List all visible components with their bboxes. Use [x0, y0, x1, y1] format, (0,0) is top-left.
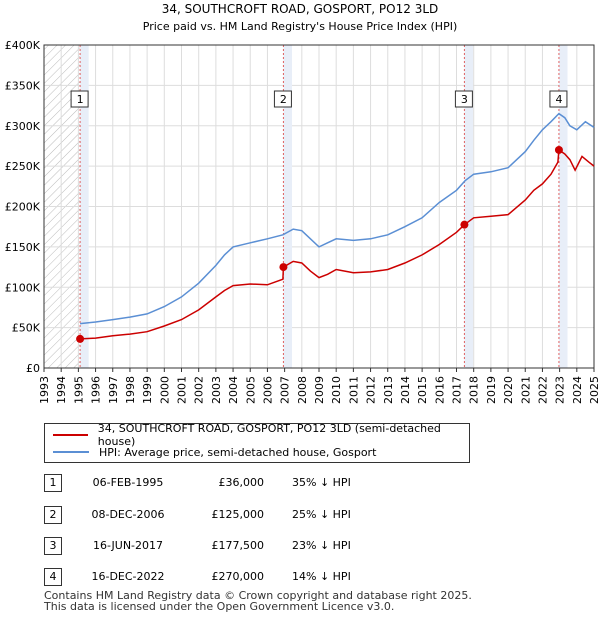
sale-number: 1 [44, 474, 62, 492]
sale-price: £125,000 [211, 508, 265, 521]
sale-number-box [549, 90, 568, 108]
sale-hpi-diff: 14% ↓ HPI [292, 570, 351, 583]
x-tick-label: 2020 [502, 376, 515, 404]
footer: Contains HM Land Registry data © Crown c… [44, 590, 472, 612]
sale-number-box [454, 90, 473, 108]
x-tick-label: 2013 [382, 376, 395, 404]
x-tick-label: 2023 [554, 376, 567, 404]
property-price-line [80, 148, 595, 340]
sale-point [279, 263, 288, 272]
y-tick-label: £100K [5, 281, 41, 294]
footer-line-2: This data is licensed under the Open Gov… [44, 600, 395, 613]
sale-number-label: 4 [555, 93, 562, 106]
y-tick-label: £250K [5, 160, 41, 173]
x-tick-label: 2004 [227, 376, 240, 404]
sale-date: 16-JUN-2017 [92, 539, 164, 552]
x-tick-label: 2002 [193, 376, 206, 404]
x-tick-label: 1995 [72, 376, 85, 404]
legend: 34, SOUTHCROFT ROAD, GOSPORT, PO12 3LD (… [44, 422, 470, 463]
sale-row: 2 08-DEC-2006 £125,000 25% ↓ HPI [44, 506, 464, 524]
x-tick-label: 2011 [347, 376, 360, 404]
x-tick-label: 2001 [176, 376, 189, 404]
x-tick-label: 2019 [485, 376, 498, 404]
sale-number: 4 [44, 568, 62, 586]
sale-date: 08-DEC-2006 [91, 508, 165, 521]
x-tick-label: 2003 [210, 376, 223, 404]
sale-band [464, 45, 473, 368]
sale-price: £270,000 [211, 570, 265, 583]
x-tick-label: 2025 [588, 376, 600, 404]
sale-hpi-diff: 23% ↓ HPI [292, 539, 351, 552]
x-tick-label: 2018 [468, 376, 481, 404]
sale-point [76, 334, 85, 343]
chart-subtitle: Price paid vs. HM Land Registry's House … [143, 20, 458, 33]
x-tick-label: 2005 [244, 376, 257, 404]
x-tick-label: 2008 [296, 376, 309, 404]
plot-frame [43, 44, 595, 369]
x-tick-label: 2022 [536, 376, 549, 404]
x-tick-label: 2000 [158, 376, 171, 404]
x-tick-label: 2007 [279, 376, 292, 404]
y-tick-label: £50K [12, 322, 41, 335]
sale-number-label: 2 [280, 93, 287, 106]
sale-number-label: 3 [461, 93, 468, 106]
x-tick-label: 1999 [141, 376, 154, 404]
sale-band [80, 45, 89, 368]
x-tick-label: 2017 [451, 376, 464, 404]
sale-price: £36,000 [218, 476, 265, 489]
sale-number-box [273, 90, 292, 108]
sale-number: 2 [44, 506, 62, 524]
sale-price: £177,500 [211, 539, 265, 552]
sale-band [558, 45, 568, 368]
sale-hpi-diff: 35% ↓ HPI [292, 476, 351, 489]
legend-hpi-label: HPI: Average price, semi-detached house,… [99, 445, 377, 459]
sale-point [460, 220, 469, 229]
hpi-line [80, 112, 595, 325]
x-tick-label: 2021 [519, 376, 532, 404]
legend-hpi-swatch [53, 451, 89, 453]
sale-number: 3 [44, 537, 62, 555]
x-tick-label: 2010 [330, 376, 343, 404]
legend-property-swatch [53, 434, 88, 436]
legend-property: 34, SOUTHCROFT ROAD, GOSPORT, PO12 3LD (… [53, 422, 469, 448]
y-tick-label: £150K [5, 241, 41, 254]
price-chart: 34, SOUTHCROFT ROAD, GOSPORT, PO12 3LD P… [5, 2, 600, 404]
x-tick-label: 1997 [107, 376, 120, 404]
x-tick-label: 1993 [38, 376, 51, 404]
sale-number-box [70, 90, 89, 108]
sale-date: 16-DEC-2022 [91, 570, 165, 583]
y-tick-label: £350K [5, 79, 41, 92]
legend-hpi: HPI: Average price, semi-detached house,… [53, 444, 376, 460]
x-tick-label: 2014 [399, 376, 412, 404]
x-tick-label: 1996 [90, 376, 103, 404]
x-tick-label: 2016 [433, 376, 446, 404]
sale-date: 06-FEB-1995 [92, 476, 164, 489]
x-tick-label: 2006 [261, 376, 274, 404]
sale-row: 4 16-DEC-2022 £270,000 14% ↓ HPI [44, 568, 464, 586]
sale-hpi-diff: 25% ↓ HPI [292, 508, 351, 521]
legend-property-label: 34, SOUTHCROFT ROAD, GOSPORT, PO12 3LD (… [97, 422, 441, 448]
chart-title: 34, SOUTHCROFT ROAD, GOSPORT, PO12 3LD [162, 2, 439, 16]
sale-row: 3 16-JUN-2017 £177,500 23% ↓ HPI [44, 537, 464, 555]
x-tick-label: 2009 [313, 376, 326, 404]
sale-point [554, 145, 563, 154]
y-tick-label: £0 [26, 362, 40, 375]
footer-line-1: Contains HM Land Registry data © Crown c… [44, 589, 472, 602]
x-tick-label: 1998 [124, 376, 137, 404]
x-tick-label: 2012 [365, 376, 378, 404]
y-tick-label: £300K [5, 120, 41, 133]
y-tick-label: £200K [5, 201, 41, 214]
x-tick-label: 2015 [416, 376, 429, 404]
x-tick-label: 2024 [571, 376, 584, 404]
sale-number-label: 1 [77, 93, 84, 106]
x-tick-label: 1994 [55, 376, 68, 404]
sale-row: 1 06-FEB-1995 £36,000 35% ↓ HPI [44, 474, 464, 492]
sale-band [283, 45, 293, 368]
y-tick-label: £400K [5, 39, 41, 52]
